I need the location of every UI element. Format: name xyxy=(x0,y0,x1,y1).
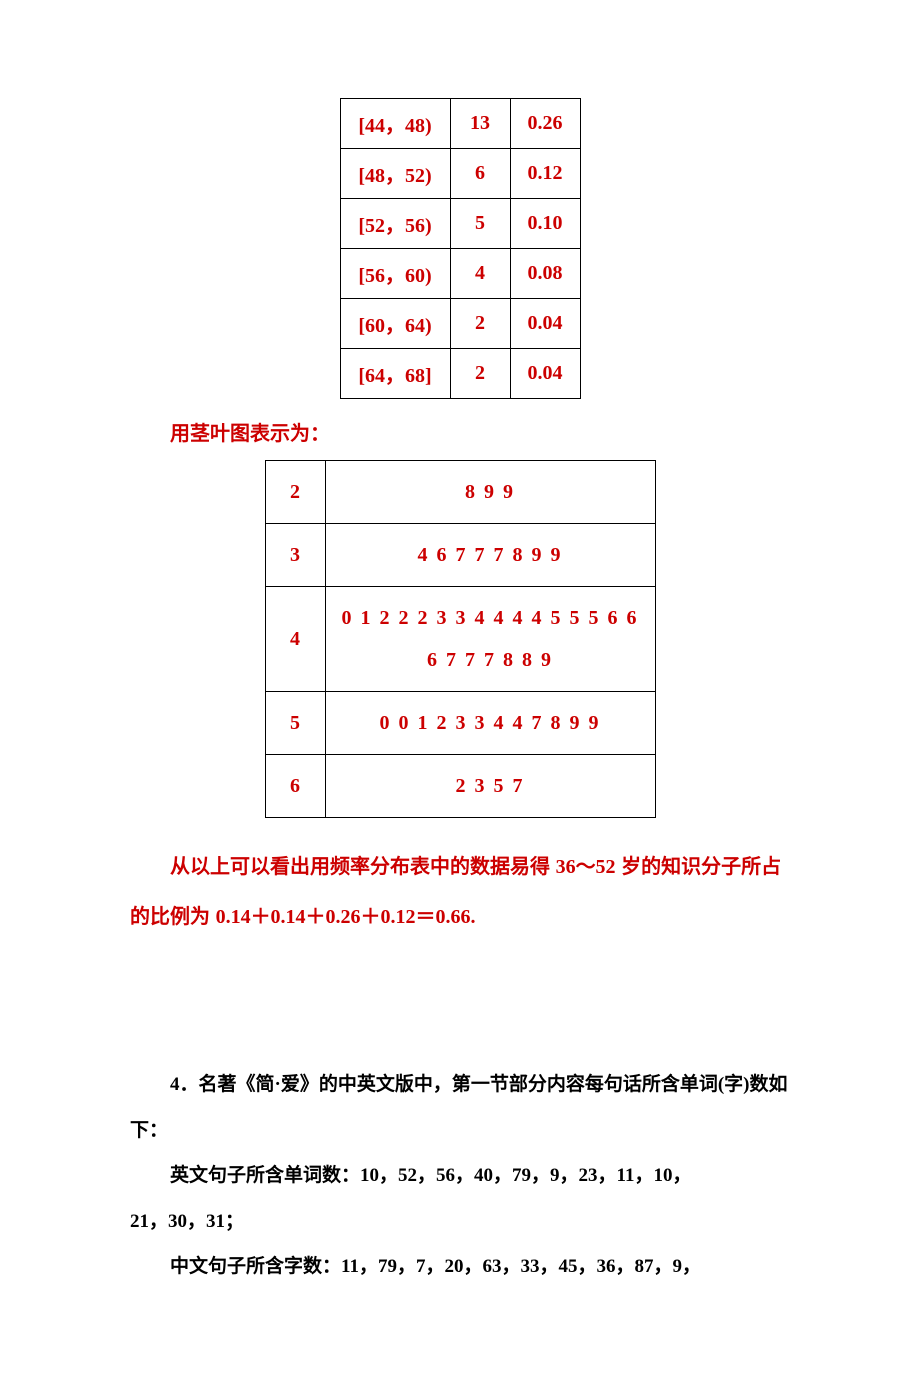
count-cell: 13 xyxy=(450,99,510,149)
leaves-cell: 0 0 1 2 3 3 4 4 7 8 9 9 xyxy=(325,692,655,755)
leaves-cell: 4 6 7 7 7 8 9 9 xyxy=(325,524,655,587)
range-cell: [56，60) xyxy=(340,249,450,299)
table-row: 6 2 3 5 7 xyxy=(265,755,655,818)
table-row: [64，68] 2 0.04 xyxy=(340,349,580,399)
range-cell: [60，64) xyxy=(340,299,450,349)
frequency-table-body: [44，48) 13 0.26 [48，52) 6 0.12 [52，56) 5… xyxy=(340,99,580,399)
q4-en-line-2: 21，30，31； xyxy=(130,1199,790,1245)
stem-cell: 5 xyxy=(265,692,325,755)
table-row: [52，56) 5 0.10 xyxy=(340,199,580,249)
count-cell: 5 xyxy=(450,199,510,249)
table-row: [44，48) 13 0.26 xyxy=(340,99,580,149)
analysis-range: 36～52 xyxy=(556,856,616,878)
q4-zh-line: 中文句子所含字数：11，79，7，20，63，33，45，36，87，9， xyxy=(130,1244,790,1290)
stem-cell: 3 xyxy=(265,524,325,587)
analysis-paragraph: 从以上可以看出用频率分布表中的数据易得 36～52 岁的知识分子所占的比例为 0… xyxy=(130,842,790,942)
q4-en-values-head: 10，52，56，40，79，9，23，11，10， xyxy=(360,1165,691,1186)
range-cell: [48，52) xyxy=(340,149,450,199)
q4-intro: 名著《简·爱》的中英文版中，第一节部分内容每句话所含单词(字)数如下： xyxy=(130,1074,788,1141)
freq-cell: 0.08 xyxy=(510,249,580,299)
table-row: 2 8 9 9 xyxy=(265,461,655,524)
count-cell: 2 xyxy=(450,299,510,349)
freq-cell: 0.04 xyxy=(510,349,580,399)
table-row: 3 4 6 7 7 7 8 9 9 xyxy=(265,524,655,587)
stem-cell: 4 xyxy=(265,587,325,692)
range-cell: [64，68] xyxy=(340,349,450,399)
q4-en-values-tail: 21，30，31； xyxy=(130,1211,244,1232)
stem-leaf-table-body: 2 8 9 9 3 4 6 7 7 7 8 9 9 4 0 1 2 2 2 3 … xyxy=(265,461,655,818)
count-cell: 4 xyxy=(450,249,510,299)
q4-intro-line: 4．名著《简·爱》的中英文版中，第一节部分内容每句话所含单词(字)数如下： xyxy=(130,1062,790,1153)
count-cell: 6 xyxy=(450,149,510,199)
count-cell: 2 xyxy=(450,349,510,399)
leaves-cell: 0 1 2 2 2 3 3 4 4 4 4 5 5 5 6 6 6 7 7 7 … xyxy=(325,587,655,692)
freq-cell: 0.12 xyxy=(510,149,580,199)
table-row: 4 0 1 2 2 2 3 3 4 4 4 4 5 5 5 6 6 6 7 7 … xyxy=(265,587,655,692)
q4-zh-label: 中文句子所含字数： xyxy=(170,1256,341,1277)
analysis-calc: 0.14＋0.14＋0.26＋0.12＝0.66. xyxy=(216,906,476,928)
freq-cell: 0.04 xyxy=(510,299,580,349)
table-row: [60，64) 2 0.04 xyxy=(340,299,580,349)
table-row: [56，60) 4 0.08 xyxy=(340,249,580,299)
stem-leaf-table: 2 8 9 9 3 4 6 7 7 7 8 9 9 4 0 1 2 2 2 3 … xyxy=(265,460,656,818)
stem-cell: 6 xyxy=(265,755,325,818)
question-4: 4．名著《简·爱》的中英文版中，第一节部分内容每句话所含单词(字)数如下： 英文… xyxy=(130,1062,790,1290)
range-cell: [52，56) xyxy=(340,199,450,249)
q4-zh-values: 11，79，7，20，63，33，45，36，87，9， xyxy=(341,1256,701,1277)
table-row: [48，52) 6 0.12 xyxy=(340,149,580,199)
range-cell: [44，48) xyxy=(340,99,450,149)
stem-leaf-heading: 用茎叶图表示为： xyxy=(130,417,790,446)
leaves-cell: 8 9 9 xyxy=(325,461,655,524)
stem-cell: 2 xyxy=(265,461,325,524)
q4-en-label: 英文句子所含单词数： xyxy=(170,1165,360,1186)
table-row: 5 0 0 1 2 3 3 4 4 7 8 9 9 xyxy=(265,692,655,755)
q4-label: 4． xyxy=(170,1074,199,1095)
leaves-cell: 2 3 5 7 xyxy=(325,755,655,818)
q4-en-line: 英文句子所含单词数：10，52，56，40，79，9，23，11，10， xyxy=(130,1153,790,1199)
frequency-table: [44，48) 13 0.26 [48，52) 6 0.12 [52，56) 5… xyxy=(340,98,581,399)
analysis-pre: 从以上可以看出用频率分布表中的数据易得 xyxy=(170,856,556,878)
freq-cell: 0.10 xyxy=(510,199,580,249)
freq-cell: 0.26 xyxy=(510,99,580,149)
